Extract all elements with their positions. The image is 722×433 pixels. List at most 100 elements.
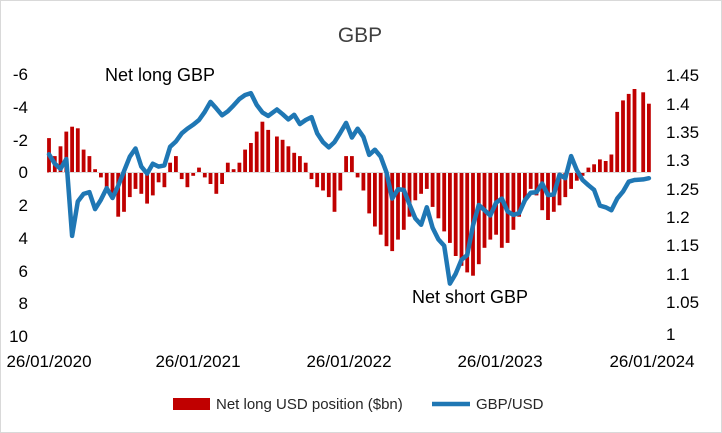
usd-position-bar: [534, 172, 539, 196]
usd-position-bar: [225, 162, 230, 173]
usd-position-bar: [249, 143, 253, 173]
usd-position-bar: [580, 172, 585, 176]
usd-position-bar: [557, 172, 562, 206]
usd-position-bar: [569, 172, 573, 189]
usd-position-bar: [202, 172, 207, 178]
usd-position-bar: [378, 172, 383, 235]
usd-position-bar: [459, 172, 464, 266]
usd-position-bar: [626, 93, 631, 173]
y-right-tick: 1.35: [666, 123, 699, 142]
y-left-tick: -2: [13, 131, 28, 150]
usd-position-bar: [298, 156, 302, 173]
usd-position-bar: [355, 172, 360, 178]
usd-position-bar: [598, 159, 602, 173]
x-tick: 26/01/2024: [609, 352, 694, 371]
usd-position-bar: [586, 167, 591, 173]
usd-position-bar: [315, 172, 320, 188]
usd-position-bar: [266, 129, 271, 173]
usd-position-bar: [344, 156, 348, 173]
usd-position-bar: [401, 172, 406, 230]
usd-position-bar: [280, 139, 285, 173]
usd-position-bar: [214, 172, 219, 194]
legend-bar-swatch: [173, 398, 210, 410]
usd-position-bar: [632, 89, 637, 173]
y-left-ticks: -6 -4 -2 0 2 4 6 8 10: [9, 65, 28, 346]
usd-position-bar: [99, 172, 103, 178]
y-left-tick: -6: [13, 65, 28, 84]
usd-position-bar: [179, 172, 184, 180]
usd-position-bar: [150, 172, 155, 196]
usd-position-bar: [641, 92, 646, 173]
usd-position-bar: [70, 126, 74, 173]
usd-position-bar: [254, 131, 259, 173]
usd-position-bar: [220, 172, 224, 184]
usd-position-bar: [448, 172, 452, 243]
usd-position-bar: [332, 172, 337, 212]
usd-position-bar: [413, 172, 418, 201]
usd-position-bar: [104, 172, 109, 189]
usd-position-bar: [488, 172, 493, 240]
usd-position-bar: [361, 172, 366, 191]
y-right-tick: 1.25: [666, 180, 699, 199]
usd-position-bar: [396, 172, 400, 240]
y-right-tick: 1.4: [666, 95, 690, 114]
usd-position-bar: [174, 156, 178, 173]
annotation-net-short: Net short GBP: [412, 287, 528, 307]
usd-position-bar: [162, 172, 167, 188]
usd-position-bar: [350, 156, 354, 173]
x-tick: 26/01/2022: [306, 352, 391, 371]
y-right-tick: 1.45: [666, 66, 699, 85]
usd-position-bar: [574, 172, 579, 181]
gbpusd-line: [46, 90, 652, 286]
usd-position-bar: [592, 164, 596, 173]
legend-bar-label: Net long USD position ($bn): [216, 396, 403, 413]
usd-position-bar: [197, 167, 201, 173]
y-left-tick: 0: [19, 163, 28, 182]
usd-position-bar: [621, 100, 625, 173]
usd-position-bar: [303, 162, 308, 173]
y-right-tick: 1.2: [666, 208, 690, 227]
usd-position-bar: [528, 172, 533, 189]
usd-position-bar: [442, 172, 447, 232]
y-left-tick: 10: [9, 327, 28, 346]
usd-position-bar: [523, 172, 527, 199]
usd-position-bar: [185, 172, 190, 188]
x-tick: 26/01/2021: [155, 352, 240, 371]
usd-position-bar: [292, 152, 297, 173]
usd-position-bar: [499, 172, 504, 248]
usd-position-bar: [511, 172, 516, 230]
usd-position-bar: [93, 169, 97, 173]
y-right-tick: 1.3: [666, 151, 690, 170]
usd-position-bar: [309, 172, 314, 180]
plot-area: [46, 89, 652, 286]
y-right-tick: 1: [666, 325, 675, 344]
usd-position-bar: [647, 103, 651, 173]
usd-position-bar: [87, 156, 92, 173]
y-left-tick: 2: [19, 196, 28, 215]
usd-position-bar: [373, 172, 377, 227]
usd-position-bar: [615, 111, 620, 173]
y-left-tick: -4: [13, 98, 28, 117]
usd-position-bar: [390, 172, 395, 252]
x-tick: 26/01/2020: [6, 352, 91, 371]
usd-position-bar: [133, 172, 138, 189]
x-tick: 26/01/2023: [457, 352, 542, 371]
usd-position-bar: [75, 128, 80, 173]
bar-series: [47, 89, 651, 276]
usd-position-bar: [367, 172, 372, 214]
y-left-tick: 8: [19, 294, 28, 313]
y-right-tick: 1.1: [666, 265, 690, 284]
usd-position-bar: [609, 154, 614, 173]
y-left-tick: 6: [19, 262, 28, 281]
usd-position-bar: [191, 172, 196, 176]
usd-position-bar: [208, 172, 213, 184]
y-left-tick: 4: [19, 229, 28, 248]
usd-position-bar: [436, 172, 441, 219]
usd-position-bar: [384, 172, 389, 247]
usd-position-bar: [430, 172, 435, 207]
usd-position-bar: [603, 161, 608, 173]
y-right-ticks: 1.45 1.4 1.35 1.3 1.25 1.2 1.15 1.1 1.05…: [666, 66, 699, 344]
usd-position-bar: [116, 172, 121, 217]
usd-position-bar: [168, 162, 172, 173]
usd-position-bar: [286, 146, 291, 173]
